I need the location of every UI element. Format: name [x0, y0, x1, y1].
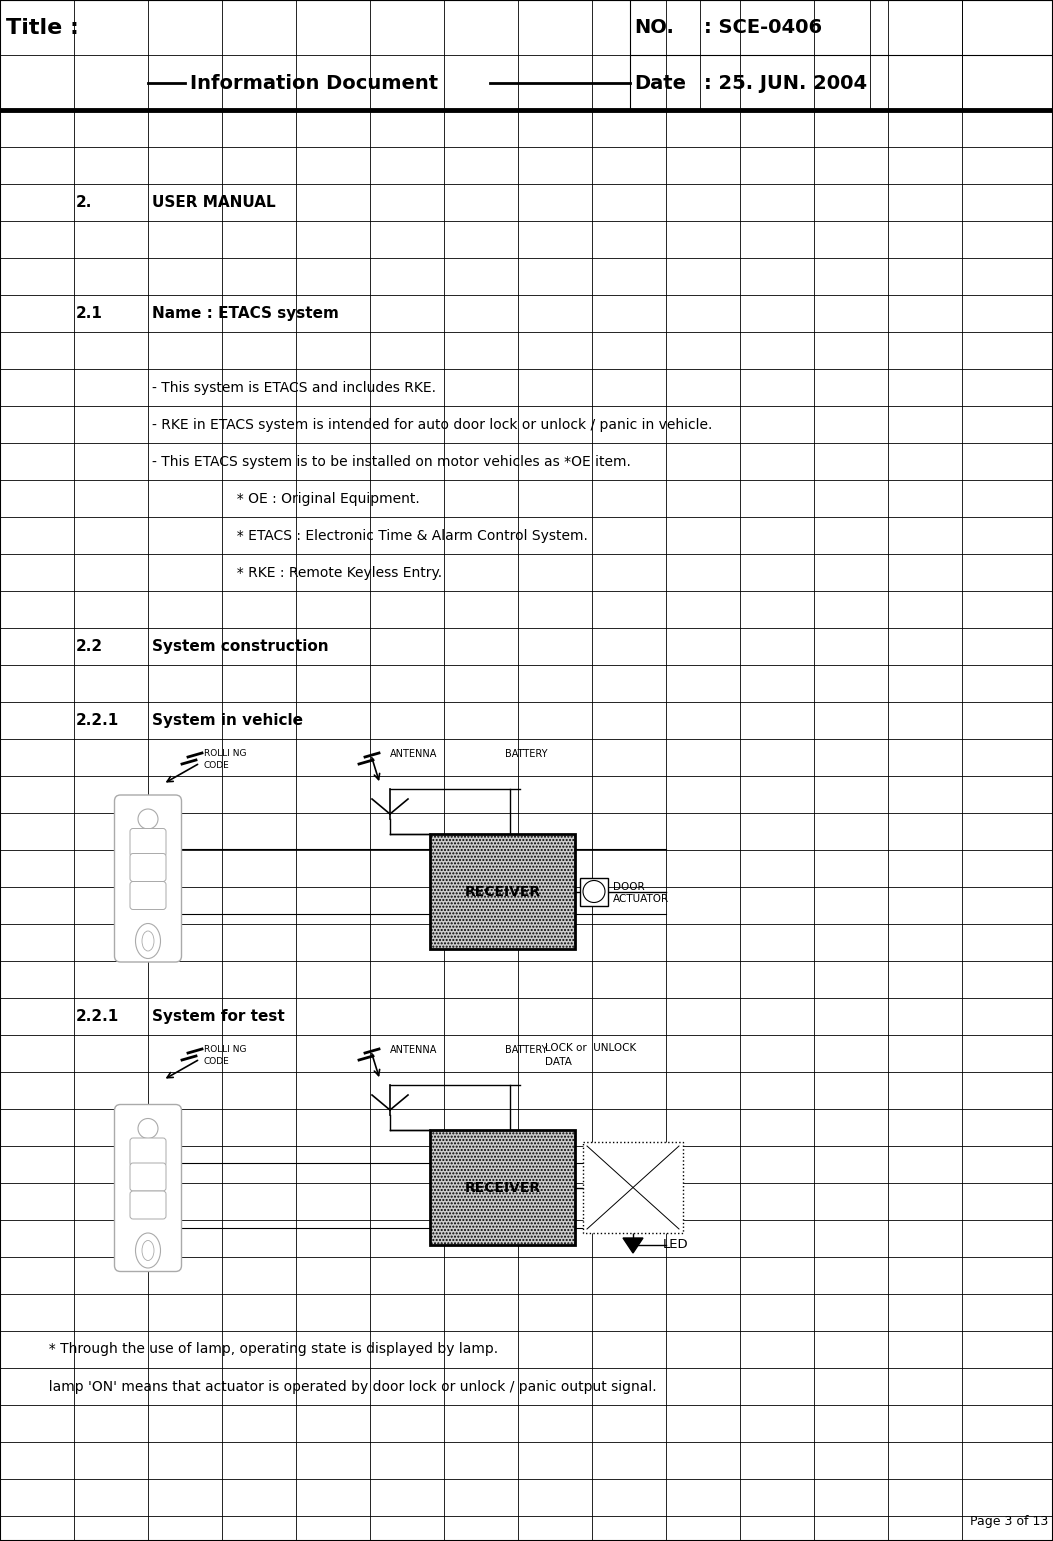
Text: LOCK or  UNLOCK: LOCK or UNLOCK — [545, 1043, 636, 1053]
Text: Date: Date — [634, 74, 686, 92]
Text: DOOR: DOOR — [613, 881, 644, 892]
Circle shape — [138, 809, 158, 829]
Text: 2.1: 2.1 — [76, 307, 103, 321]
FancyBboxPatch shape — [115, 795, 181, 962]
Text: ROLLI NG: ROLLI NG — [204, 749, 246, 758]
Text: : 25. JUN. 2004: : 25. JUN. 2004 — [704, 74, 867, 92]
Bar — [430, 1130, 575, 1245]
Text: 2.2: 2.2 — [76, 640, 103, 653]
Text: CODE: CODE — [204, 1057, 230, 1066]
Text: ANTENNA: ANTENNA — [390, 1045, 437, 1056]
Text: RECEIVER: RECEIVER — [464, 885, 540, 898]
Text: - This ETACS system is to be installed on motor vehicles as *OE item.: - This ETACS system is to be installed o… — [152, 455, 631, 468]
Text: ACTUATOR: ACTUATOR — [613, 894, 669, 903]
Circle shape — [138, 1119, 158, 1139]
Text: Name : ETACS system: Name : ETACS system — [152, 307, 339, 321]
Text: ROLLI NG: ROLLI NG — [204, 1045, 246, 1054]
Text: * OE : Original Equipment.: * OE : Original Equipment. — [229, 492, 420, 505]
FancyBboxPatch shape — [130, 829, 166, 857]
Text: Page 3 of 13: Page 3 of 13 — [970, 1515, 1048, 1529]
Text: RECEIVER: RECEIVER — [464, 1180, 540, 1194]
FancyBboxPatch shape — [115, 1105, 181, 1271]
Text: Information Document: Information Document — [190, 74, 438, 92]
Text: lamp 'ON' means that actuator is operated by door lock or unlock / panic output : lamp 'ON' means that actuator is operate… — [40, 1379, 657, 1393]
Text: USER MANUAL: USER MANUAL — [152, 196, 276, 210]
Ellipse shape — [142, 931, 154, 951]
Text: CODE: CODE — [204, 761, 230, 770]
Text: - This system is ETACS and includes RKE.: - This system is ETACS and includes RKE. — [152, 381, 436, 394]
Bar — [580, 877, 608, 906]
Text: * RKE : Remote Keyless Entry.: * RKE : Remote Keyless Entry. — [229, 566, 442, 579]
Bar — [430, 834, 575, 949]
Text: BATTERY: BATTERY — [505, 1045, 548, 1056]
Text: Title :: Title : — [6, 18, 79, 39]
FancyBboxPatch shape — [130, 881, 166, 909]
Text: : SCE-0406: : SCE-0406 — [704, 17, 822, 37]
Text: NO.: NO. — [634, 17, 674, 37]
Text: System in vehicle: System in vehicle — [152, 713, 303, 727]
Text: 2.: 2. — [76, 196, 93, 210]
Text: 2.2.1: 2.2.1 — [76, 713, 119, 727]
FancyBboxPatch shape — [130, 1163, 166, 1191]
Polygon shape — [623, 1237, 643, 1253]
Ellipse shape — [136, 1233, 160, 1268]
Text: * ETACS : Electronic Time & Alarm Control System.: * ETACS : Electronic Time & Alarm Contro… — [229, 529, 588, 542]
Ellipse shape — [136, 923, 160, 959]
FancyBboxPatch shape — [130, 1137, 166, 1167]
Text: BATTERY: BATTERY — [505, 749, 548, 760]
Text: LED: LED — [663, 1239, 689, 1251]
Bar — [583, 1142, 683, 1233]
Text: 2.2.1: 2.2.1 — [76, 1009, 119, 1025]
Circle shape — [583, 880, 605, 903]
FancyBboxPatch shape — [130, 854, 166, 881]
Text: * Through the use of lamp, operating state is displayed by lamp.: * Through the use of lamp, operating sta… — [40, 1342, 498, 1356]
Text: ANTENNA: ANTENNA — [390, 749, 437, 760]
Text: System for test: System for test — [152, 1009, 284, 1025]
Text: - RKE in ETACS system is intended for auto door lock or unlock / panic in vehicl: - RKE in ETACS system is intended for au… — [152, 418, 713, 431]
FancyBboxPatch shape — [130, 1191, 166, 1219]
Ellipse shape — [142, 1241, 154, 1261]
Text: System construction: System construction — [152, 640, 329, 653]
Text: DATA: DATA — [545, 1057, 572, 1066]
